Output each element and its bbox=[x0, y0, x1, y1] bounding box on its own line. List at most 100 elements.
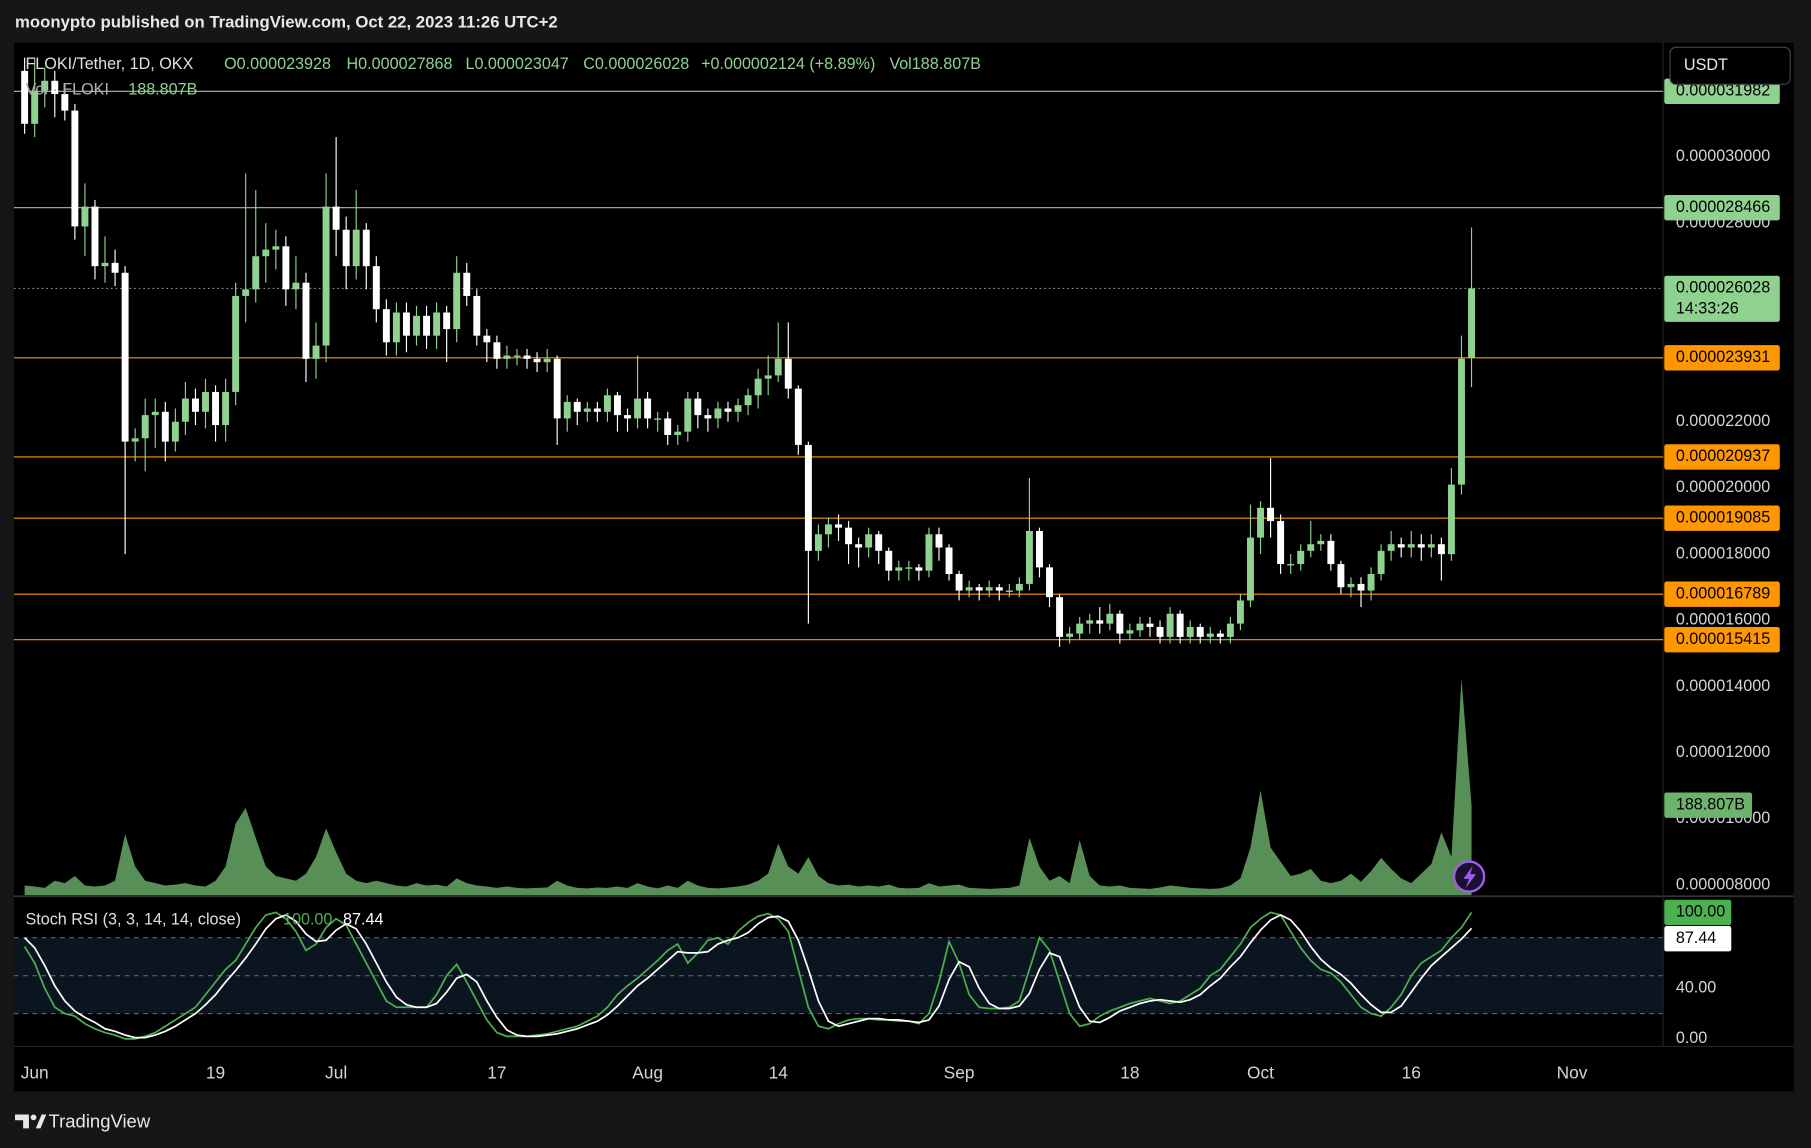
candle-body bbox=[684, 398, 692, 432]
symbol-legend: Vol188.807B bbox=[889, 55, 981, 73]
x-tick-label: 19 bbox=[206, 1063, 225, 1083]
candle-body bbox=[272, 246, 280, 250]
candle-body bbox=[1437, 544, 1445, 555]
candle-body bbox=[292, 282, 300, 290]
level-label-box bbox=[1664, 78, 1780, 105]
candle-body bbox=[1206, 633, 1214, 637]
candle-body bbox=[51, 80, 59, 95]
candle-body bbox=[332, 206, 340, 230]
candle-body bbox=[814, 534, 822, 551]
candle-body bbox=[1297, 550, 1305, 565]
candle-body bbox=[61, 94, 69, 111]
x-tick-label: 14 bbox=[769, 1063, 789, 1083]
candle-body bbox=[945, 547, 953, 574]
candle-body bbox=[413, 315, 420, 336]
symbol-legend: H0.000027868 bbox=[347, 55, 453, 73]
stoch-line bbox=[24, 914, 1473, 1039]
publisher: moonypto published on TradingView.com, O… bbox=[15, 13, 558, 32]
candle-body bbox=[1447, 484, 1455, 555]
candle-body bbox=[855, 544, 863, 548]
y-tick-label: 0.000030000 bbox=[1676, 147, 1770, 165]
candle-body bbox=[1176, 613, 1184, 637]
candle-body bbox=[1066, 633, 1074, 637]
symbol-legend: C0.000026028 bbox=[583, 55, 689, 73]
candle-body bbox=[1025, 530, 1033, 584]
x-tick-label: 17 bbox=[487, 1063, 506, 1083]
candle-body bbox=[794, 388, 802, 445]
countdown: 14:33:26 bbox=[1676, 299, 1739, 317]
logo-part bbox=[15, 1114, 29, 1129]
candle-body bbox=[121, 272, 129, 442]
candle-body bbox=[1317, 540, 1325, 545]
candle-body bbox=[402, 312, 410, 336]
candle-body bbox=[513, 355, 521, 357]
candle-body bbox=[1377, 550, 1385, 574]
candle-body bbox=[202, 391, 209, 412]
level-label: 0.000031982 bbox=[1676, 82, 1770, 100]
plot: 0.0000300000.0000280000.0000220000.00002… bbox=[13, 55, 1780, 1083]
candle-body bbox=[443, 312, 451, 330]
candle-body bbox=[1287, 564, 1295, 566]
candle-body bbox=[493, 342, 501, 359]
candle-body bbox=[603, 395, 611, 412]
candle-body bbox=[1146, 623, 1154, 627]
stoch-legend-value: 100.00 bbox=[283, 911, 332, 929]
candle-body bbox=[965, 587, 973, 591]
level-label: 0.000016789 bbox=[1676, 584, 1770, 602]
symbol-legend: L0.000023047 bbox=[465, 55, 568, 73]
chart-area bbox=[13, 42, 1794, 1092]
level-label-box bbox=[1664, 626, 1780, 653]
candle-body bbox=[583, 408, 591, 412]
candle-body bbox=[955, 573, 963, 591]
candle-body bbox=[1327, 540, 1335, 565]
stoch-title: Stoch RSI (3, 3, 14, 14, close) bbox=[25, 911, 241, 929]
candle-body bbox=[382, 309, 390, 343]
candle-body bbox=[1458, 358, 1465, 485]
candle-body bbox=[1216, 633, 1224, 637]
candle-body bbox=[71, 110, 79, 227]
candle-body bbox=[1076, 623, 1084, 634]
x-tick-label: Nov bbox=[1557, 1063, 1588, 1083]
x-tick-label: 16 bbox=[1402, 1063, 1421, 1083]
candle-body bbox=[41, 80, 49, 91]
candle-body bbox=[372, 266, 380, 310]
candle-body bbox=[101, 262, 109, 267]
candle-body bbox=[1226, 623, 1234, 637]
level-label-box bbox=[1664, 581, 1780, 607]
candle-body bbox=[1036, 530, 1043, 568]
candle-body bbox=[141, 415, 149, 439]
candle-body bbox=[1397, 544, 1405, 548]
candle-body bbox=[744, 395, 752, 406]
currency[interactable]: USDT bbox=[1684, 56, 1728, 74]
candle-body bbox=[392, 312, 400, 343]
level-label-box bbox=[1664, 275, 1780, 322]
candle-body bbox=[1116, 613, 1124, 634]
x-tick-label: Oct bbox=[1247, 1063, 1274, 1083]
candle-body bbox=[624, 415, 631, 419]
candle-body bbox=[322, 206, 330, 346]
candle-body bbox=[975, 587, 983, 591]
candle-body bbox=[764, 375, 772, 379]
candle-body bbox=[1407, 544, 1415, 548]
volume-label: 188.807B bbox=[1676, 795, 1745, 813]
candle-body bbox=[784, 358, 792, 389]
candle-body bbox=[503, 355, 511, 359]
candle-body bbox=[1347, 583, 1355, 588]
stoch-label: 100.00 bbox=[1676, 903, 1725, 921]
y-tick-label: 0.000008000 bbox=[1676, 875, 1770, 893]
currency-button[interactable] bbox=[1669, 46, 1791, 85]
y-tick-label: 0.000018000 bbox=[1676, 544, 1770, 562]
stoch-legend-value: 87.44 bbox=[343, 911, 383, 929]
candle-body bbox=[1337, 564, 1345, 588]
candle-body bbox=[181, 398, 189, 422]
y-tick-label: 0.000016000 bbox=[1676, 611, 1770, 629]
candle-body bbox=[262, 249, 270, 257]
level-label-box bbox=[1664, 505, 1780, 531]
candle-body bbox=[774, 358, 782, 376]
candle-body bbox=[754, 378, 762, 396]
candle-body bbox=[433, 312, 441, 336]
candle-body bbox=[674, 431, 682, 435]
brand: TradingView bbox=[49, 1110, 151, 1131]
candle-body bbox=[1156, 626, 1164, 637]
logo-part bbox=[30, 1114, 37, 1121]
